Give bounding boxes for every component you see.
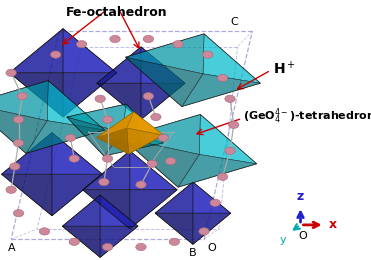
Circle shape — [102, 155, 113, 162]
Text: (GeO$_4^{4-}$)-tetrahedron: (GeO$_4^{4-}$)-tetrahedron — [243, 106, 371, 126]
Text: H$^+$: H$^+$ — [273, 60, 295, 77]
Text: x: x — [329, 218, 337, 231]
Polygon shape — [199, 114, 257, 164]
Circle shape — [102, 116, 113, 123]
Circle shape — [229, 121, 239, 128]
Polygon shape — [129, 135, 164, 154]
Circle shape — [151, 113, 161, 121]
Circle shape — [50, 51, 61, 58]
Text: z: z — [297, 190, 304, 203]
Text: y: y — [279, 235, 286, 245]
Polygon shape — [100, 195, 138, 226]
Polygon shape — [9, 73, 63, 117]
Polygon shape — [52, 174, 102, 216]
Text: O: O — [298, 231, 307, 241]
Circle shape — [217, 173, 228, 180]
Polygon shape — [0, 81, 48, 121]
Polygon shape — [97, 128, 129, 154]
Polygon shape — [97, 138, 142, 154]
Circle shape — [165, 158, 176, 165]
Polygon shape — [0, 104, 47, 153]
Polygon shape — [63, 29, 116, 73]
Text: O: O — [208, 243, 217, 253]
Text: B: B — [189, 248, 197, 257]
Circle shape — [173, 41, 183, 48]
Polygon shape — [47, 81, 105, 130]
Polygon shape — [122, 104, 163, 143]
Circle shape — [99, 178, 109, 186]
Polygon shape — [125, 34, 204, 74]
Circle shape — [6, 186, 16, 193]
Polygon shape — [155, 213, 193, 244]
Circle shape — [136, 181, 146, 188]
Circle shape — [17, 93, 27, 100]
Polygon shape — [127, 128, 164, 154]
Polygon shape — [62, 195, 100, 226]
Polygon shape — [104, 133, 163, 156]
Circle shape — [10, 163, 20, 170]
Text: A: A — [7, 243, 15, 253]
Polygon shape — [122, 114, 200, 154]
Polygon shape — [127, 112, 164, 135]
Polygon shape — [100, 226, 138, 257]
Polygon shape — [26, 121, 105, 153]
Polygon shape — [67, 117, 122, 156]
Circle shape — [65, 134, 76, 141]
Text: C: C — [230, 17, 238, 27]
Polygon shape — [178, 154, 257, 187]
Polygon shape — [193, 182, 231, 213]
Polygon shape — [97, 112, 142, 145]
Circle shape — [110, 35, 120, 43]
Polygon shape — [1, 174, 52, 216]
Circle shape — [6, 69, 16, 76]
Text: Fe-octahedron: Fe-octahedron — [66, 6, 168, 20]
Circle shape — [143, 35, 154, 43]
Circle shape — [210, 199, 220, 206]
Circle shape — [158, 134, 168, 141]
Circle shape — [95, 95, 105, 102]
Polygon shape — [97, 47, 141, 83]
Circle shape — [143, 93, 154, 100]
Circle shape — [13, 139, 24, 147]
Polygon shape — [82, 190, 130, 229]
Polygon shape — [155, 182, 193, 213]
Circle shape — [199, 228, 209, 235]
Circle shape — [217, 74, 228, 82]
Polygon shape — [63, 73, 116, 117]
Circle shape — [169, 238, 180, 245]
Polygon shape — [97, 83, 141, 120]
Polygon shape — [125, 57, 203, 107]
Circle shape — [76, 41, 87, 48]
Circle shape — [136, 243, 146, 251]
Polygon shape — [141, 47, 185, 83]
Polygon shape — [67, 104, 126, 133]
Circle shape — [39, 228, 50, 235]
Polygon shape — [130, 151, 177, 190]
Circle shape — [102, 243, 113, 251]
Circle shape — [13, 210, 24, 217]
Polygon shape — [52, 133, 102, 174]
Polygon shape — [141, 83, 185, 120]
Polygon shape — [193, 213, 231, 244]
Circle shape — [225, 95, 235, 102]
Circle shape — [225, 147, 235, 154]
Polygon shape — [182, 74, 260, 107]
Polygon shape — [9, 29, 63, 73]
Polygon shape — [62, 226, 100, 257]
Polygon shape — [122, 138, 199, 187]
Circle shape — [203, 51, 213, 58]
Polygon shape — [1, 133, 52, 174]
Circle shape — [69, 238, 79, 245]
Polygon shape — [203, 34, 260, 83]
Polygon shape — [130, 190, 177, 229]
Polygon shape — [134, 112, 164, 145]
Polygon shape — [82, 151, 130, 190]
Circle shape — [69, 155, 79, 162]
Polygon shape — [97, 112, 134, 138]
Circle shape — [147, 160, 157, 167]
Circle shape — [13, 116, 24, 123]
